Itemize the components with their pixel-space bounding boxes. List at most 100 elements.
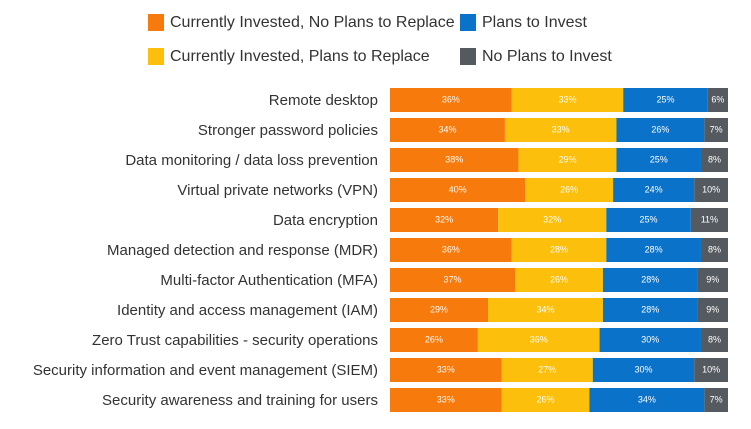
value-label: 7% — [710, 124, 723, 134]
bar-segment — [390, 118, 505, 142]
value-label: 27% — [538, 364, 556, 374]
category-label: Virtual private networks (VPN) — [177, 182, 378, 199]
bar-segment — [488, 298, 603, 322]
bar-segment — [390, 178, 526, 202]
bar-segment — [690, 208, 728, 232]
bar-segment — [700, 328, 728, 352]
value-label: 26% — [425, 334, 443, 344]
bar-segment — [515, 268, 603, 292]
value-label: 28% — [550, 244, 568, 254]
legend-label: Currently Invested, No Plans to Replace — [170, 14, 455, 31]
value-label: 29% — [430, 304, 448, 314]
bar-segment — [697, 268, 728, 292]
bar-segment — [390, 148, 519, 172]
bar-segment — [390, 238, 512, 262]
value-label: 30% — [641, 334, 659, 344]
value-label: 36% — [442, 94, 460, 104]
value-label: 25% — [640, 214, 658, 224]
value-label: 34% — [438, 124, 456, 134]
category-label: Identity and access management (IAM) — [117, 302, 378, 319]
value-label: 40% — [449, 184, 467, 194]
bar-segment — [390, 268, 516, 292]
value-label: 25% — [650, 154, 668, 164]
value-label: 36% — [442, 244, 460, 254]
bar-segment — [606, 208, 691, 232]
value-label: 10% — [702, 184, 720, 194]
bar-segment — [589, 388, 705, 412]
bar-segment — [390, 88, 512, 112]
bar-segment — [511, 88, 624, 112]
bar-segment — [390, 358, 502, 382]
value-label: 10% — [702, 364, 720, 374]
category-label: Data monitoring / data loss prevention — [125, 152, 378, 169]
value-label: 32% — [543, 214, 561, 224]
bar-segment — [504, 118, 617, 142]
category-label: Data encryption — [273, 212, 378, 229]
value-label: 8% — [708, 154, 721, 164]
category-label: Multi-factor Authentication (MFA) — [160, 272, 378, 289]
value-label: 37% — [444, 274, 462, 284]
bar-segment — [613, 178, 695, 202]
legend-label: Currently Invested, Plans to Replace — [170, 48, 430, 65]
bar-segment — [704, 118, 728, 142]
category-label: Security information and event managemen… — [33, 362, 378, 379]
value-label: 26% — [550, 274, 568, 284]
category-label: Remote desktop — [269, 92, 378, 109]
bar-segment — [390, 298, 489, 322]
value-label: 24% — [645, 184, 663, 194]
category-label: Stronger password policies — [198, 122, 378, 139]
value-label: 29% — [558, 154, 576, 164]
value-label: 33% — [437, 364, 455, 374]
bar-segment — [694, 358, 728, 382]
bar-segment — [592, 358, 695, 382]
value-label: 26% — [536, 394, 554, 404]
value-label: 28% — [641, 274, 659, 284]
value-label: 8% — [708, 334, 721, 344]
legend-swatch — [460, 48, 476, 65]
value-label: 33% — [552, 124, 570, 134]
bar-segment — [623, 88, 708, 112]
value-label: 28% — [641, 304, 659, 314]
value-label: 6% — [711, 94, 724, 104]
category-label: Managed detection and response (MDR) — [107, 242, 378, 259]
bar-segment — [501, 388, 590, 412]
legend-swatch — [148, 48, 164, 65]
value-label: 34% — [536, 304, 554, 314]
bar-segment — [602, 298, 698, 322]
value-label: 9% — [706, 274, 719, 284]
value-label: 33% — [437, 394, 455, 404]
bar-segment — [704, 388, 728, 412]
bar-segment — [477, 328, 600, 352]
value-label: 9% — [706, 304, 719, 314]
value-label: 33% — [558, 94, 576, 104]
value-label: 34% — [638, 394, 656, 404]
value-label: 8% — [708, 244, 721, 254]
value-label: 38% — [445, 154, 463, 164]
bar-segment — [606, 238, 701, 262]
bar-segment — [602, 268, 698, 292]
bar-segment — [616, 148, 701, 172]
bar-segment — [700, 148, 728, 172]
value-label: 7% — [710, 394, 723, 404]
bar-segment — [390, 328, 478, 352]
value-label: 32% — [435, 214, 453, 224]
bar-segment — [694, 178, 728, 202]
value-label: 30% — [634, 364, 652, 374]
bar-segment — [518, 148, 617, 172]
value-label: 26% — [651, 124, 669, 134]
bar-segment — [616, 118, 705, 142]
bar-segment — [599, 328, 701, 352]
value-label: 28% — [645, 244, 663, 254]
bar-segment — [697, 298, 728, 322]
bar-segment — [501, 358, 593, 382]
category-label: Zero Trust capabilities - security opera… — [92, 332, 378, 349]
value-label: 26% — [560, 184, 578, 194]
value-label: 36% — [530, 334, 548, 344]
bar-segment — [511, 238, 607, 262]
legend-label: No Plans to Invest — [482, 48, 612, 65]
value-label: 11% — [701, 214, 718, 224]
legend-label: Plans to Invest — [482, 14, 588, 31]
bar-segment — [498, 208, 607, 232]
bar-segment — [390, 208, 499, 232]
